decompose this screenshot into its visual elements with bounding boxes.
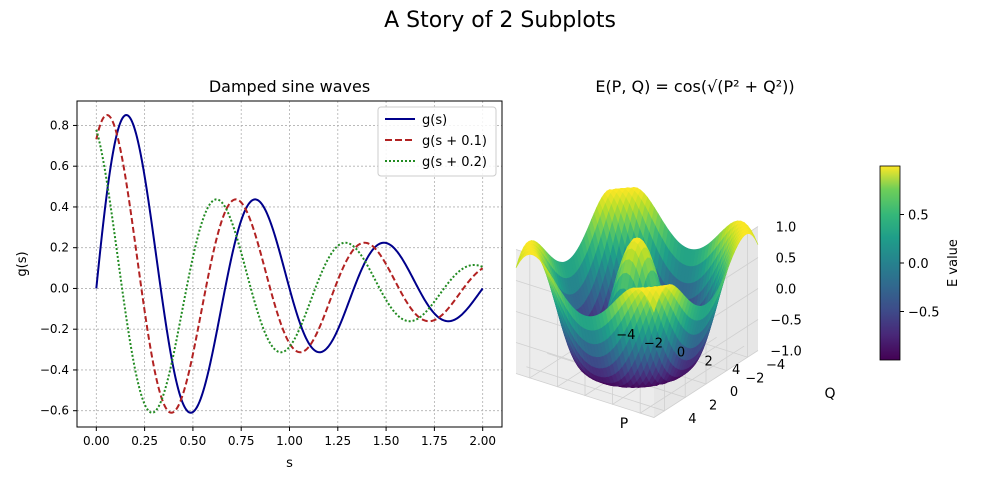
z-tick-label: −1.0: [770, 345, 802, 360]
p-tick-label: 0: [677, 346, 685, 361]
colorbar-ticks: −0.5 0.0 0.5: [900, 209, 940, 321]
y-tick-label: 0.4: [50, 200, 69, 214]
x-tick-label: 0.50: [180, 434, 207, 448]
colorbar-tick-label: 0.0: [908, 257, 929, 272]
z-tick-label: 0.5: [776, 252, 797, 267]
surface-chart-title: E(P, Q) = cos(√(P² + Q²)): [595, 77, 794, 96]
q-tick-label: 0: [730, 385, 738, 400]
p-tick-label: −4: [616, 328, 635, 343]
colorbar-label: E value: [946, 239, 961, 287]
x-tick-label: 2.00: [469, 434, 496, 448]
p-tick-label: −2: [644, 337, 663, 352]
q-tick-label: 4: [688, 412, 696, 427]
p-axis-label: P: [620, 416, 628, 432]
y-tick-label: 0.0: [50, 281, 69, 295]
z-tick-label: −0.5: [770, 314, 802, 329]
line-chart-title: Damped sine waves: [209, 77, 370, 96]
z-grid-line: [515, 319, 759, 387]
legend: g(s) g(s + 0.1) g(s + 0.2): [377, 106, 497, 177]
y-axis-label: g(s): [15, 251, 30, 276]
series-lines: [95, 113, 484, 414]
y-tick-label: −0.6: [40, 404, 69, 418]
x-tick-label: 1.75: [421, 434, 448, 448]
series-line-1: [95, 113, 484, 414]
p-tick-label: 4: [732, 363, 740, 378]
q-tick-label: −4: [766, 358, 785, 373]
y-tick-label: −0.4: [40, 363, 69, 377]
colorbar-gradient: [879, 165, 901, 361]
y-tick-label: −0.2: [40, 322, 69, 336]
figure-suptitle: A Story of 2 Subplots: [384, 8, 616, 33]
z-grid-line: [515, 350, 759, 418]
z-tick-label: 0.0: [776, 283, 797, 298]
x-axis-label: s: [286, 456, 293, 471]
q-tick-label: −2: [745, 372, 764, 387]
y-axis-ticks: −0.6 −0.4 −0.2 0.0 0.2 0.4 0.6 0.8: [40, 118, 77, 418]
legend-label-series-2: g(s + 0.1): [422, 134, 487, 149]
x-tick-label: 1.00: [276, 434, 303, 448]
surface-mesh: [515, 186, 759, 389]
legend-label-series-3: g(s + 0.2): [422, 155, 487, 170]
x-tick-label: 0.75: [228, 434, 255, 448]
colorbar-tick-label: −0.5: [908, 306, 940, 321]
z-tick-label: 1.0: [776, 221, 797, 236]
series-line-3: [95, 129, 484, 414]
colorbar-tick-label: 0.5: [908, 209, 929, 224]
p-tick-label: 2: [704, 354, 712, 369]
y-tick-label: 0.2: [50, 241, 69, 255]
x-tick-label: 1.50: [373, 434, 400, 448]
x-tick-label: 1.25: [324, 434, 351, 448]
surface-facet: [650, 295, 657, 313]
y-tick-label: 0.6: [50, 159, 69, 173]
line-chart: Damped sine waves 0.00 0.25 0.50 0.75 1.00 1.…: [15, 77, 503, 471]
x-tick-label: 0.00: [83, 434, 110, 448]
x-axis-ticks: 0.00 0.25 0.50 0.75 1.00 1.25 1.50 1.75 2.00: [83, 427, 496, 448]
q-tick-label: 2: [709, 398, 717, 413]
legend-label-series-1: g(s): [422, 113, 447, 128]
legend-box: [377, 106, 497, 177]
y-tick-label: 0.8: [50, 118, 69, 132]
colorbar: −0.5 0.0 0.5 E value: [879, 165, 961, 361]
x-tick-label: 0.25: [131, 434, 158, 448]
series-line-2: [95, 113, 484, 414]
q-axis-label: Q: [824, 386, 835, 402]
